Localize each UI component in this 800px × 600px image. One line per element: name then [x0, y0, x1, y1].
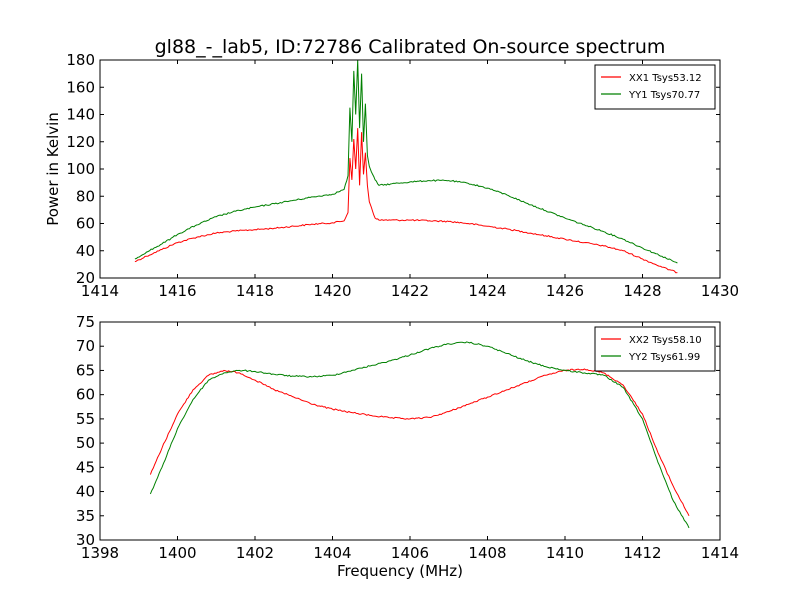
y-tick-label: 50 [76, 434, 95, 452]
x-tick-label: 1418 [236, 282, 274, 300]
legend: XX1 Tsys53.12 YY1 Tsys70.77 [594, 64, 716, 110]
chart-1: 1414 1416 1418 1420 1422 1424 1426 1428 1430 20 40… [44, 51, 739, 300]
legend: XX2 Tsys58.10 YY2 Tsys61.99 [594, 326, 716, 372]
x-tick-label: 1414 [81, 282, 119, 300]
legend-entry: YY2 Tsys61.99 [628, 352, 700, 363]
x-tick-label: 1410 [546, 544, 584, 562]
y-tick-label: 180 [66, 51, 95, 69]
y-tick-label: 80 [76, 187, 95, 205]
x-tick-label: 1398 [81, 544, 119, 562]
x-tick-label: 1428 [623, 282, 661, 300]
x-tick-label: 1416 [158, 282, 196, 300]
x-tick-label: 1422 [391, 282, 429, 300]
y-tick-label: 55 [76, 410, 95, 428]
y-tick-label: 100 [66, 160, 95, 178]
y-tick-label: 30 [76, 531, 95, 549]
series-line-1 [134, 128, 678, 274]
y-tick-label: 60 [76, 386, 95, 404]
x-axis-label: Frequency (MHz) [337, 562, 463, 580]
plots: 1414 1416 1418 1420 1422 1424 1426 1428 1430 20 40… [44, 51, 739, 580]
y-tick-label: 65 [76, 361, 95, 379]
x-tick-label: 1426 [546, 282, 584, 300]
x-tick-label: 1400 [158, 544, 196, 562]
x-tick-label: 1408 [468, 544, 506, 562]
y-tick-label: 75 [76, 313, 95, 331]
y-tick-label: 40 [76, 242, 95, 260]
series-line-1 [149, 368, 690, 517]
legend-entry: XX2 Tsys58.10 [629, 335, 702, 346]
legend-entry: XX1 Tsys53.12 [629, 73, 702, 84]
x-tick-label: 1406 [391, 544, 429, 562]
y-tick-label: 70 [76, 337, 95, 355]
y-tick-label: 140 [66, 106, 95, 124]
legend-entry: YY1 Tsys70.77 [628, 90, 700, 101]
x-tick-label: 1414 [701, 544, 739, 562]
x-tick-label: 1424 [468, 282, 506, 300]
legend-box [594, 326, 716, 372]
y-axis-label: Power in Kelvin [44, 112, 62, 226]
x-tick-label: 1402 [236, 544, 274, 562]
chart-2: 1398 1400 1402 1404 1406 1408 1410 1412 1414 30 35… [76, 313, 739, 580]
series-line-2 [149, 341, 690, 529]
y-tick-label: 40 [76, 483, 95, 501]
y-tick-label: 35 [76, 507, 95, 525]
series-line-2 [134, 59, 678, 264]
y-tick-label: 45 [76, 458, 95, 476]
y-tick-label: 60 [76, 215, 95, 233]
legend-box [594, 64, 716, 110]
x-tick-label: 1420 [313, 282, 351, 300]
x-tick-label: 1430 [701, 282, 739, 300]
y-tick-label: 160 [66, 78, 95, 96]
x-tick-label: 1412 [623, 544, 661, 562]
chart-title: gl88_-_lab5, ID:72786 Calibrated On-sour… [155, 36, 666, 58]
y-tick-label: 120 [66, 133, 95, 151]
x-tick-label: 1404 [313, 544, 351, 562]
y-tick-label: 20 [76, 269, 95, 287]
